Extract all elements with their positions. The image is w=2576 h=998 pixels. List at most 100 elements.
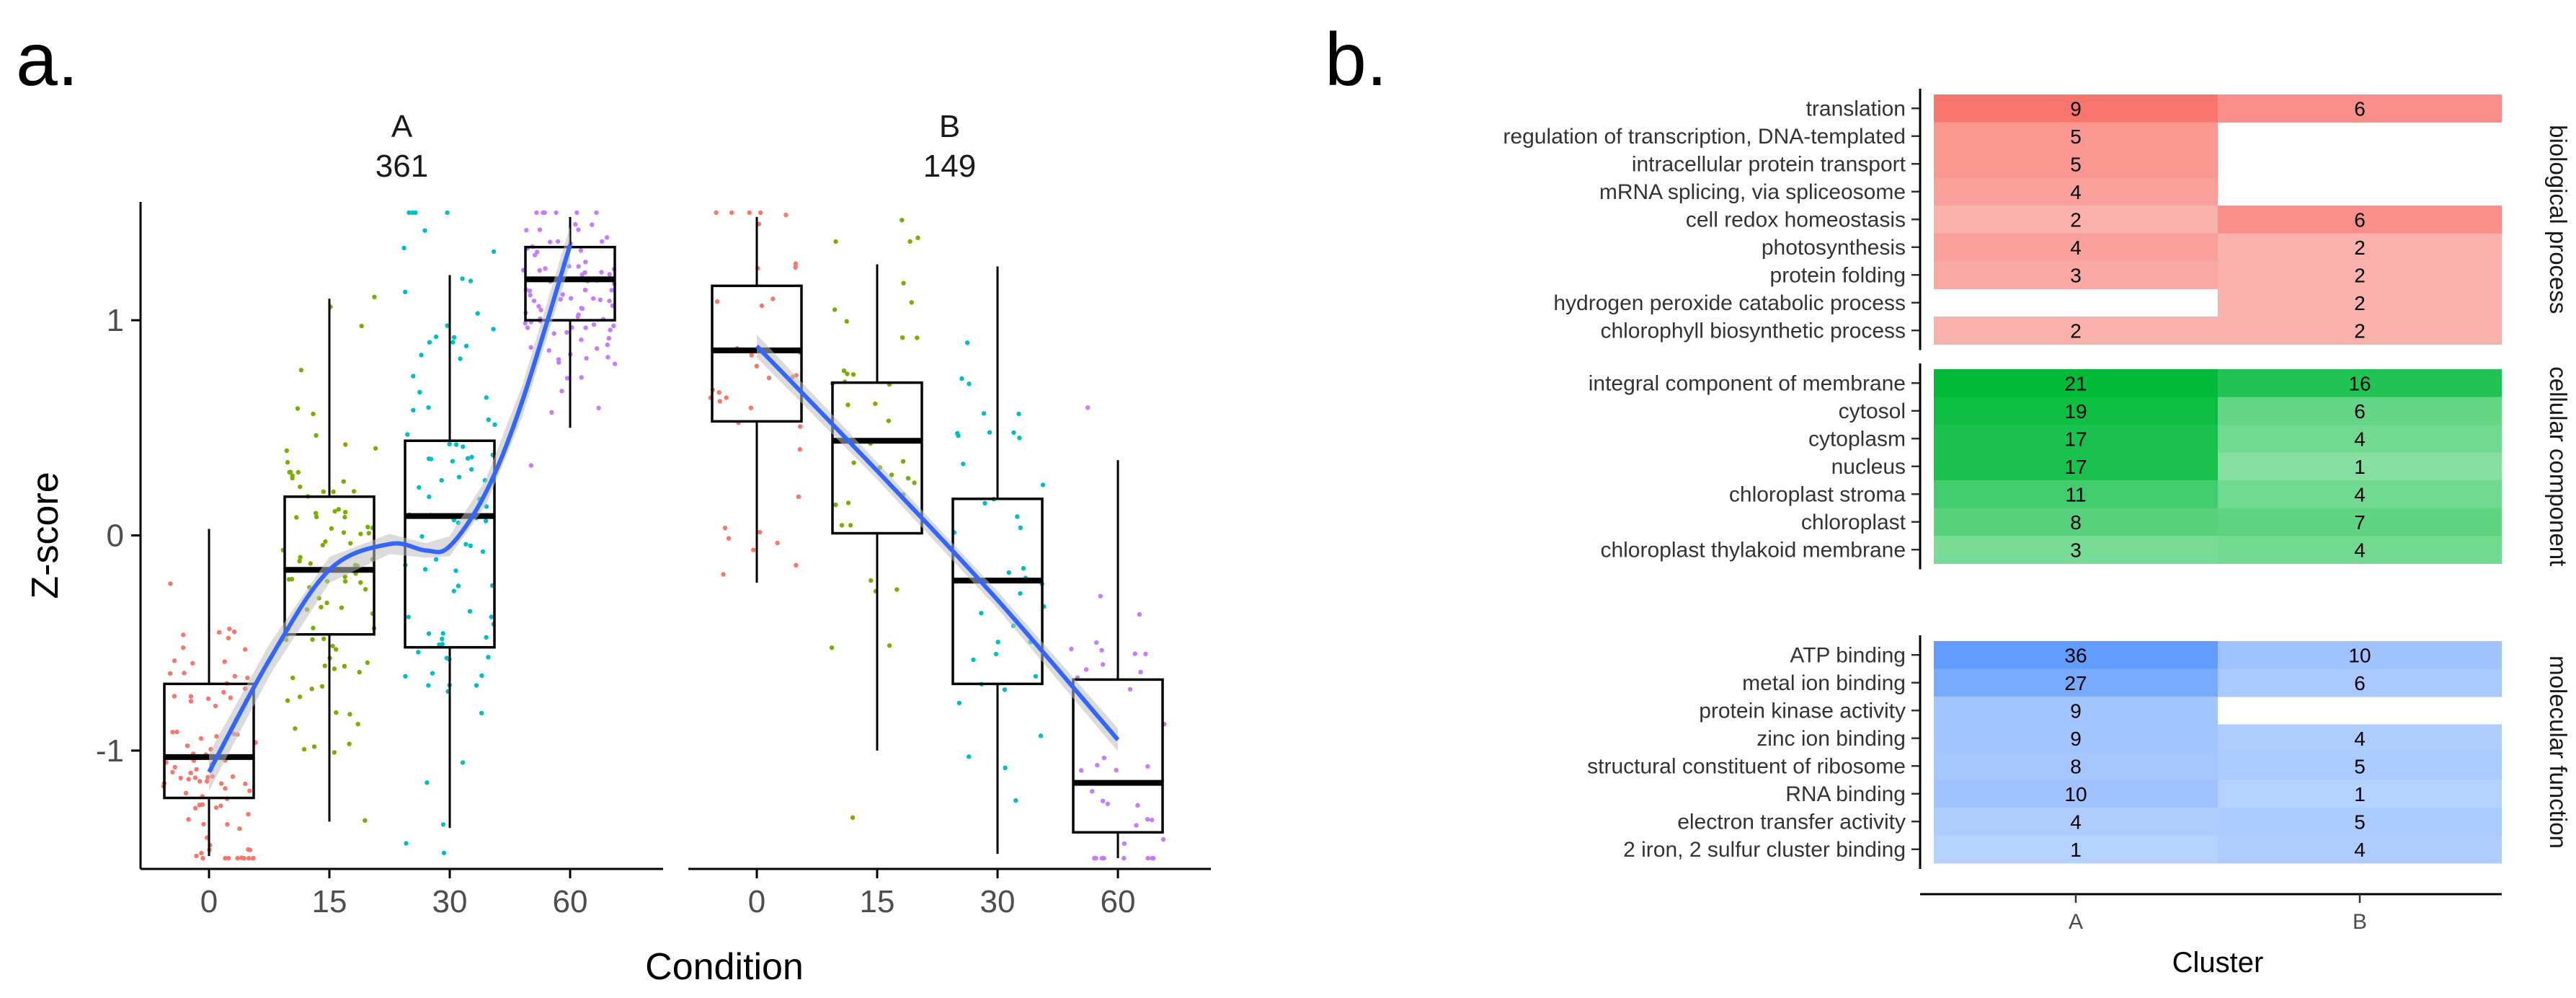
data-point [961, 462, 966, 467]
y-tick-label: -1 [96, 733, 124, 769]
data-point [591, 296, 596, 301]
data-point [886, 418, 892, 423]
heatmap-row: 4 5 electron transfer activity [1677, 808, 2502, 836]
data-point [579, 337, 584, 343]
cell-value-A: 8 [2070, 511, 2082, 534]
smooth-ribbon [209, 226, 570, 791]
data-point [525, 325, 530, 330]
data-point [583, 260, 588, 265]
data-point [596, 405, 601, 410]
data-point [979, 611, 984, 616]
heatmap-cell-A [1934, 150, 2218, 178]
data-point [213, 703, 218, 709]
cell-value-B: 4 [2354, 483, 2366, 505]
data-point [584, 356, 589, 361]
data-point [332, 508, 337, 514]
data-point [967, 381, 972, 387]
heatmap-cell-A [1934, 641, 2218, 669]
data-point [182, 671, 187, 676]
heatmap-cell-A [1934, 780, 2218, 808]
data-point [451, 335, 457, 340]
data-point [1122, 855, 1127, 861]
data-point [199, 850, 204, 856]
data-point [319, 684, 325, 689]
data-point [167, 671, 173, 676]
data-point [247, 788, 252, 793]
data-point [579, 272, 585, 278]
x-tick-label: 60 [553, 884, 588, 919]
cell-value-A: 9 [2070, 728, 2082, 750]
data-point [419, 534, 425, 539]
data-point [995, 640, 1000, 645]
data-point [829, 645, 835, 650]
data-point [1069, 646, 1074, 652]
data-point [1006, 570, 1011, 575]
data-point [347, 741, 352, 746]
data-point [336, 507, 341, 512]
cell-value-A: 3 [2070, 539, 2082, 561]
heatmap-cell-A [1934, 397, 2218, 425]
data-point [716, 390, 721, 395]
heatmap-cell-B [2218, 668, 2502, 697]
data-point [981, 411, 987, 416]
data-point [576, 227, 581, 232]
data-point [425, 780, 430, 785]
heatmap-row: 11 4 chloroplast stroma [1729, 480, 2502, 508]
data-point [422, 567, 428, 572]
data-point [833, 239, 838, 244]
data-point [174, 729, 179, 735]
data-point [905, 476, 911, 481]
data-point [342, 579, 348, 584]
data-point [758, 210, 763, 216]
term-label: mRNA splicing, via spliceosome [1599, 180, 1906, 204]
data-point [225, 822, 230, 827]
cluster-tick-label: A [2069, 910, 2083, 934]
term-label: chloroplast [1801, 511, 1906, 534]
heatmap-cell-A [1934, 668, 2218, 697]
panel-a-label: a. [16, 18, 79, 102]
data-point [445, 210, 450, 216]
smooth-line [207, 244, 572, 774]
cell-value-A: 9 [2070, 699, 2082, 722]
data-point [543, 266, 548, 271]
data-point [363, 587, 368, 592]
data-point [794, 562, 799, 568]
term-label: translation [1806, 97, 1906, 120]
data-point [492, 422, 497, 428]
data-point [441, 850, 447, 856]
data-point [559, 389, 564, 394]
heatmap-cell-B [2218, 808, 2502, 836]
x-axis-title: Condition [645, 946, 804, 988]
data-point [170, 769, 175, 775]
data-point [579, 306, 585, 312]
data-point [194, 853, 199, 859]
data-point [321, 636, 327, 642]
heatmap-row: 4 2 photosynthesis [1762, 233, 2502, 262]
data-point [319, 604, 324, 610]
data-point [463, 542, 468, 547]
data-point [172, 694, 177, 699]
data-point [426, 683, 431, 688]
data-point [605, 355, 610, 360]
term-label: protein folding [1770, 263, 1906, 287]
data-point [228, 695, 233, 700]
box-15 [283, 495, 376, 636]
data-point [226, 855, 231, 861]
heatmap-cell-B [2218, 724, 2502, 753]
term-label: cytoplasm [1808, 427, 1906, 451]
heatmap-row: 2 6 cell redox homeostasis [1686, 206, 2502, 234]
data-point [582, 288, 588, 293]
data-point [333, 647, 339, 652]
heatmap-row: 2 hydrogen peroxide catabolic process [1553, 288, 2502, 317]
data-point [612, 361, 618, 366]
data-point [334, 710, 339, 715]
data-point [1114, 767, 1119, 773]
data-point [330, 643, 335, 649]
cell-value-B: 1 [2354, 783, 2366, 805]
data-point [290, 675, 296, 681]
data-point [845, 371, 850, 376]
data-point [1105, 801, 1111, 807]
data-point [869, 578, 874, 583]
data-point [726, 536, 732, 541]
data-point [351, 489, 357, 494]
